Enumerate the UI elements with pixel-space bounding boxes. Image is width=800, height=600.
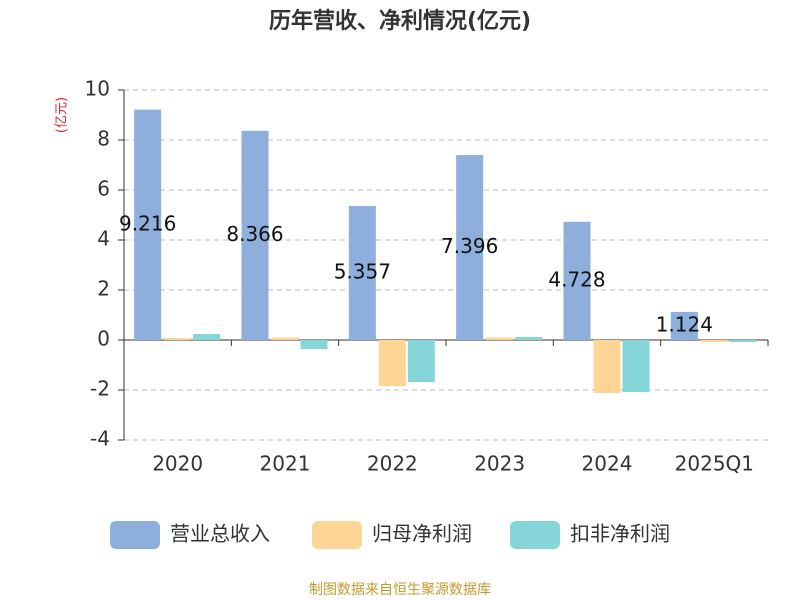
bar [164, 338, 192, 340]
data-label: 8.366 [226, 222, 283, 246]
x-tick-label: 2024 [582, 452, 633, 476]
legend-label: 扣非净利润 [570, 522, 670, 546]
y-tick-label: 10 [85, 77, 110, 101]
data-label: 5.357 [334, 260, 391, 284]
y-tick-label: -2 [90, 377, 110, 401]
x-tick-label: 2021 [260, 452, 311, 476]
bar [593, 340, 621, 393]
y-tick-label: 6 [97, 177, 110, 201]
bar [378, 340, 406, 386]
legend-label: 营业总收入 [170, 522, 270, 546]
bar [729, 340, 757, 342]
x-tick-label: 2020 [152, 452, 203, 476]
y-tick-label: 4 [97, 227, 110, 251]
legend-swatch [510, 521, 560, 549]
bar [670, 311, 698, 340]
bar [271, 337, 299, 340]
bar [700, 340, 728, 342]
bar [563, 221, 591, 340]
bar [622, 340, 650, 392]
legend-swatch [312, 521, 362, 549]
legend-label: 归母净利润 [372, 522, 472, 546]
data-label: 1.124 [656, 312, 713, 336]
bar [348, 206, 376, 340]
bar [486, 337, 514, 340]
bar [300, 340, 328, 349]
source-note: 制图数据来自恒生聚源数据库 [309, 582, 491, 598]
bar [241, 130, 269, 340]
x-tick-label: 2022 [367, 452, 418, 476]
y-tick-label: 0 [97, 327, 110, 351]
y-axis-label: (亿元) [55, 97, 70, 133]
legend-swatch [110, 521, 160, 549]
x-tick-label: 2025Q1 [675, 452, 754, 476]
data-label: 4.728 [548, 267, 605, 291]
y-tick-label: 2 [97, 277, 110, 301]
bar [193, 334, 221, 340]
bar [407, 340, 435, 382]
bar [456, 155, 484, 340]
y-tick-label: -4 [90, 427, 110, 451]
x-tick-label: 2023 [474, 452, 525, 476]
data-label: 7.396 [441, 234, 498, 258]
y-tick-label: 8 [97, 127, 110, 151]
chart-title: 历年营收、净利情况(亿元) [269, 8, 531, 34]
bar [134, 109, 162, 340]
bar [515, 337, 543, 340]
data-label: 9.216 [119, 211, 176, 235]
